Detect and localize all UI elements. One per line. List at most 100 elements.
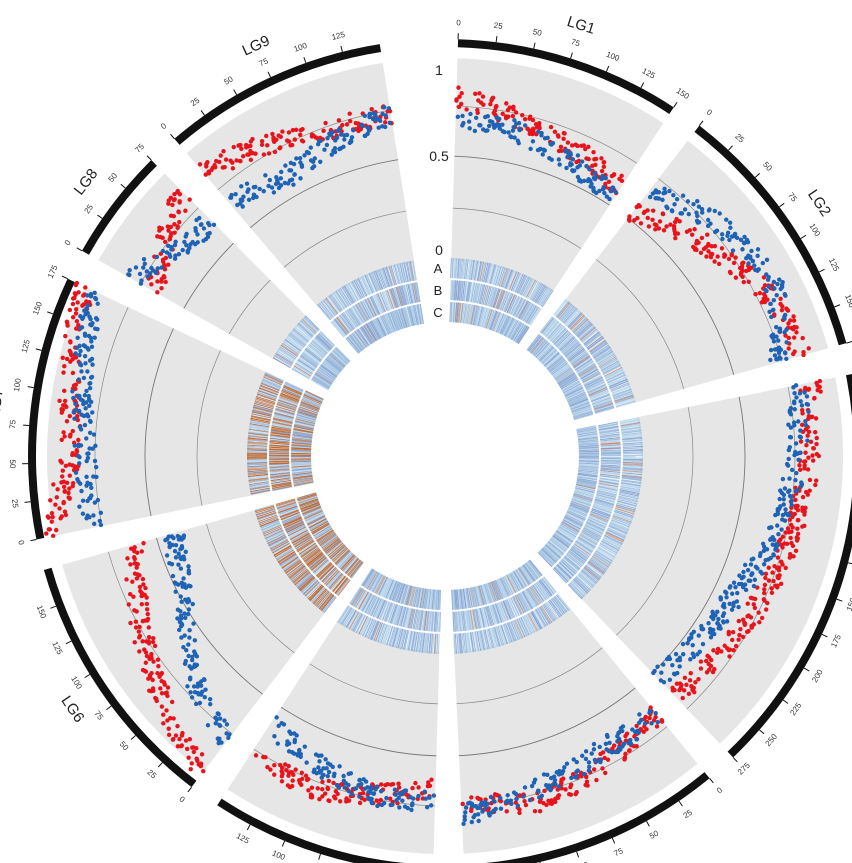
track-stripe [564,555,581,570]
track-stripe [620,424,641,429]
track-stripe [601,362,620,373]
track-stripe [569,398,589,407]
track-stripe [464,259,468,280]
data-point [738,237,744,242]
track-stripe [580,327,597,342]
data-point [610,185,615,190]
data-point [601,164,607,170]
track-stripe [620,484,641,489]
data-point [763,607,769,612]
track-stripe [581,569,598,584]
track-stripe [587,337,604,350]
track-stripe [568,348,586,362]
track-stripe [455,258,458,279]
data-point [509,134,514,140]
data-point [786,456,791,462]
data-point [684,682,689,688]
data-point [511,125,516,130]
track-stripe [578,324,594,339]
linkage-group-label: LG1 [565,13,597,38]
track-stripe [556,332,572,348]
data-point [498,795,503,801]
tick-label: 125 [641,66,657,80]
track-stripe [582,568,599,582]
track-stripe [449,302,451,323]
track-stripe [572,410,593,417]
track-stripe [523,278,533,297]
data-point [199,752,205,757]
data-point [755,585,760,590]
track-stripe [436,611,439,632]
track-stripe [620,423,641,428]
track-stripe [464,259,468,280]
track-stripe [551,327,566,343]
data-point [762,283,768,288]
data-point [187,664,192,669]
data-point [601,184,606,190]
data-point [556,793,562,798]
track-stripe [577,537,596,549]
track-stripe [526,306,538,324]
track-stripe [545,321,559,338]
track-stripe [578,573,594,588]
track-stripe [564,516,583,526]
track-stripe [568,550,585,564]
data-point [805,492,810,497]
track-stripe [492,312,501,332]
data-point [632,218,637,223]
data-point [561,136,566,142]
data-point [183,738,189,743]
data-point [144,607,150,612]
data-point [793,503,799,509]
data-point [805,433,810,438]
data-point [540,152,545,157]
data-point [159,670,165,676]
track-stripe [573,411,593,418]
track-stripe [578,460,599,463]
track-stripe [553,329,569,345]
data-point [574,790,579,795]
track-stripe [548,600,562,617]
track-stripe [570,547,588,561]
track-stripe [496,289,504,310]
track-stripe [612,515,632,524]
data-point [171,535,176,541]
track-stripe [569,350,587,363]
track-stripe [552,364,570,377]
tick-label: 25 [493,21,503,31]
data-point [789,502,794,508]
data-point [781,497,786,502]
track-stripe [567,346,584,360]
track-stripe [600,445,621,448]
track-stripe [506,270,515,290]
track-stripe [613,391,633,399]
track-stripe [529,281,540,300]
track-stripe [496,313,506,333]
track-stripe [614,511,634,519]
track-stripe [492,311,501,331]
track-stripe [451,280,453,301]
track-stripe [600,449,621,451]
data-point [151,659,156,664]
data-point [805,402,811,407]
track-stripe [562,381,581,392]
track-stripe [557,563,574,578]
track-stripe [601,540,620,551]
tick-mark [800,234,807,239]
data-point [650,217,655,223]
data-point [490,119,495,125]
data-point [782,486,788,491]
track-stripe [585,522,605,533]
tick-mark [495,36,498,43]
data-point [140,618,146,624]
track-stripe [495,313,505,333]
tick-label: 0 [178,795,187,805]
data-point [290,778,295,783]
track-stripe [579,367,598,379]
data-point [814,451,820,457]
data-point [698,666,704,671]
track-stripe [622,469,643,472]
track-stripe [451,258,454,279]
track-stripe [518,326,530,345]
track-stripe [595,407,615,414]
